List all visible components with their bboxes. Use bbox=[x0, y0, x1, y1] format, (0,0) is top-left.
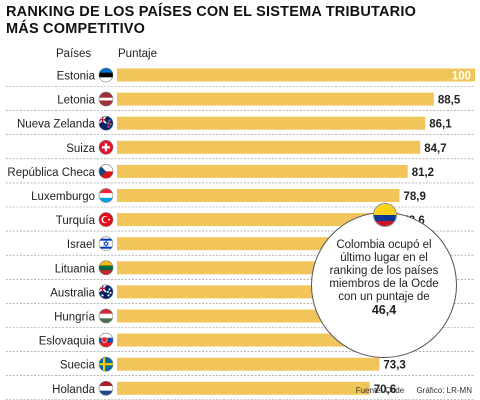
latvia-flag-icon bbox=[98, 91, 114, 107]
bar-letonia bbox=[117, 92, 434, 106]
category-label-luxemburgo: Luxemburgo bbox=[31, 191, 95, 203]
hungary-flag-icon bbox=[98, 308, 114, 324]
source-note: Fuente: Ocde bbox=[355, 386, 405, 395]
sweden-flag-icon bbox=[98, 356, 114, 372]
credit-note: Gráfico: LR-MN bbox=[416, 386, 472, 395]
bar-eslovaquia bbox=[117, 333, 383, 347]
value-label-suecia: 73,3 bbox=[383, 360, 405, 372]
countries-column-header: Países bbox=[56, 48, 92, 60]
estonia-flag-icon bbox=[98, 67, 114, 83]
value-label-letonia: 88,5 bbox=[438, 95, 461, 107]
netherlands-flag-icon bbox=[98, 380, 114, 396]
luxembourg-flag-icon bbox=[98, 188, 114, 203]
category-label-republica-checa: República Checa bbox=[7, 167, 95, 179]
bar-estonia bbox=[117, 68, 475, 82]
category-label-australia: Australia bbox=[50, 287, 95, 299]
australia-flag-icon bbox=[98, 284, 114, 300]
footer: Fuente: Ocde Gráfico: LR-MN bbox=[356, 386, 472, 395]
category-label-estonia: Estonia bbox=[57, 71, 96, 83]
category-label-israel: Israel bbox=[67, 239, 95, 251]
category-label-suecia: Suecia bbox=[60, 360, 96, 372]
value-label-republica-checa: 81,2 bbox=[412, 167, 434, 179]
category-label-turquia: Turquía bbox=[56, 215, 96, 227]
category-label-letonia: Letonia bbox=[57, 95, 95, 107]
score-column-header: Puntaje bbox=[118, 48, 158, 60]
value-label-suiza: 84,7 bbox=[424, 143, 446, 155]
bar-nueva-zelanda bbox=[117, 116, 426, 130]
bar-suecia bbox=[117, 357, 380, 371]
category-label-lituania: Lituania bbox=[55, 263, 96, 275]
switzerland-flag-icon bbox=[98, 140, 114, 155]
bar-turquia bbox=[117, 213, 399, 227]
czech-republic-flag-icon bbox=[98, 164, 114, 179]
value-label-luxemburgo: 78,9 bbox=[403, 191, 425, 203]
lithuania-flag-icon bbox=[98, 260, 114, 276]
chart-title: RANKING DE LOS PAÍSES CON EL SISTEMA TRI… bbox=[6, 4, 417, 37]
bar-suiza bbox=[117, 140, 421, 154]
value-label-estonia: 100 bbox=[452, 71, 471, 83]
value-label-nueva-zelanda: 86,1 bbox=[429, 119, 452, 131]
bar-republica-checa bbox=[117, 164, 408, 178]
category-label-eslovaquia: Eslovaquia bbox=[39, 336, 96, 348]
callout-description: Colombia ocupó el último lugar en el ran… bbox=[329, 239, 439, 303]
callout-value: 46,4 bbox=[371, 303, 397, 317]
category-label-holanda: Holanda bbox=[52, 384, 95, 396]
callout-text: Colombia ocupó el último lugar en el ran… bbox=[322, 239, 446, 317]
category-label-suiza: Suiza bbox=[66, 143, 95, 155]
bar-holanda bbox=[117, 381, 370, 395]
bar-luxemburgo bbox=[117, 189, 400, 202]
category-label-hungria: Hungría bbox=[54, 312, 96, 324]
category-label-nueva-zelanda: Nueva Zelanda bbox=[17, 119, 96, 131]
slovakia-flag-icon bbox=[98, 332, 114, 348]
turkey-flag-icon bbox=[98, 212, 114, 227]
value-label-holanda: 70,6 bbox=[374, 384, 396, 396]
new-zealand-flag-icon bbox=[98, 115, 114, 131]
colombia-flag-icon bbox=[373, 203, 397, 227]
israel-flag-icon bbox=[98, 236, 114, 251]
colombia-callout: Colombia ocupó el último lugar en el ran… bbox=[311, 212, 457, 358]
